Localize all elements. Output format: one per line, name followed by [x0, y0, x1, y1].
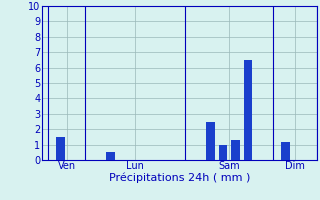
- Bar: [56, 137, 65, 160]
- Bar: [219, 145, 228, 160]
- Bar: [206, 121, 215, 160]
- Bar: [231, 140, 240, 160]
- Bar: [244, 60, 252, 160]
- Bar: [281, 142, 290, 160]
- Bar: [106, 152, 115, 160]
- X-axis label: Précipitations 24h ( mm ): Précipitations 24h ( mm ): [108, 173, 250, 183]
